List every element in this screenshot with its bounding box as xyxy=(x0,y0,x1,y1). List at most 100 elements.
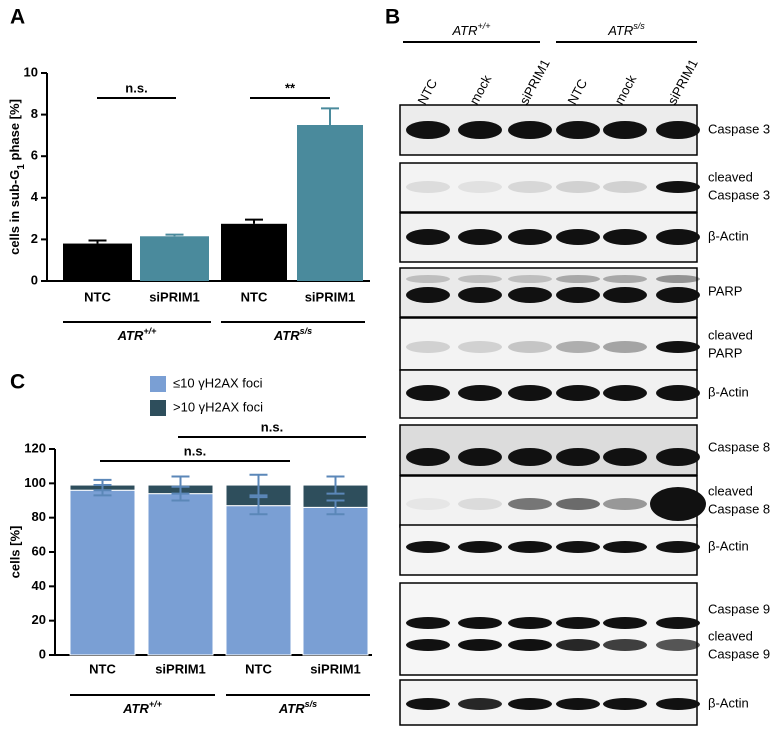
blot-band xyxy=(458,639,502,651)
blot-band xyxy=(603,639,647,651)
blot-band xyxy=(458,287,502,303)
blot-band xyxy=(556,287,600,303)
blot-band xyxy=(508,341,552,353)
y-label-sub: 1 xyxy=(16,164,27,170)
blot-band xyxy=(603,275,647,283)
band-label: β-Actin xyxy=(708,384,749,399)
group-label-base: ATR xyxy=(273,328,300,343)
blot-band xyxy=(556,639,600,651)
blot-band xyxy=(458,698,502,710)
blot-band xyxy=(508,498,552,510)
blot-band xyxy=(508,541,552,553)
legend-swatch xyxy=(150,376,166,392)
blot-band xyxy=(603,229,647,245)
blot-band xyxy=(650,487,706,521)
bar-segment xyxy=(147,493,214,656)
blot-band xyxy=(458,448,502,466)
blot-band xyxy=(556,448,600,466)
blot-band xyxy=(556,181,600,193)
blot-band xyxy=(508,698,552,710)
blot-band xyxy=(556,229,600,245)
group-label-sup: s/s xyxy=(305,699,318,709)
blot-band xyxy=(656,639,700,651)
band-label: cleaved xyxy=(708,628,753,643)
band-label: β-Actin xyxy=(708,695,749,710)
lane-label: mock xyxy=(611,72,639,107)
blot-band xyxy=(406,341,450,353)
legend-label: >10 γH2AX foci xyxy=(173,399,263,414)
y-tick-label: 0 xyxy=(39,646,46,661)
blot-band xyxy=(508,181,552,193)
y-tick-label: 40 xyxy=(32,578,46,593)
blot-panel xyxy=(399,317,698,371)
bar xyxy=(140,236,209,281)
blot-panel xyxy=(399,582,698,676)
lane-label: siPRIM1 xyxy=(664,57,700,107)
lane-label: mock xyxy=(466,72,494,107)
y-tick-label: 80 xyxy=(32,509,46,524)
blot-band xyxy=(603,181,647,193)
group-label-base: ATR xyxy=(451,23,477,38)
blot-band xyxy=(556,385,600,401)
blot-band xyxy=(458,229,502,245)
blot-band xyxy=(556,498,600,510)
lane-label: siPRIM1 xyxy=(516,57,552,107)
blot-band xyxy=(458,275,502,283)
blot-band xyxy=(406,617,450,629)
blot-band xyxy=(458,341,502,353)
blot-band xyxy=(556,275,600,283)
y-tick-label: 0 xyxy=(31,272,38,287)
band-label: Caspase 9 xyxy=(708,601,770,616)
blot-band xyxy=(603,498,647,510)
band-label: PARP xyxy=(708,283,742,298)
blot-band xyxy=(508,617,552,629)
x-tick-label: siPRIM1 xyxy=(305,289,356,304)
band-label: Caspase 8 xyxy=(708,501,770,516)
x-tick-label: siPRIM1 xyxy=(310,661,361,676)
group-label: ATR+/+ xyxy=(451,21,490,38)
group-label: ATR+/+ xyxy=(122,699,163,716)
x-tick-label: NTC xyxy=(241,289,268,304)
group-label-base: ATR xyxy=(117,328,144,343)
blot-band xyxy=(656,121,700,139)
blot-band xyxy=(508,229,552,245)
band-label: cleaved xyxy=(708,483,753,498)
y-tick-label: 4 xyxy=(31,189,39,204)
group-label-sup: +/+ xyxy=(143,326,157,336)
lane-label: NTC xyxy=(414,76,440,107)
blot-band xyxy=(406,287,450,303)
x-tick-label: NTC xyxy=(84,289,111,304)
blot-band xyxy=(603,541,647,553)
band-label: PARP xyxy=(708,345,742,360)
band-label: Caspase 3 xyxy=(708,187,770,202)
blot-band xyxy=(406,698,450,710)
y-label-part: cells in sub-G xyxy=(7,170,22,255)
y-axis-label: cells [%] xyxy=(7,526,22,579)
blot-band xyxy=(406,639,450,651)
significance-label: ** xyxy=(285,80,296,95)
blot-band xyxy=(656,541,700,553)
blot-band xyxy=(406,121,450,139)
x-tick-label: NTC xyxy=(89,661,116,676)
blot-band xyxy=(556,341,600,353)
group-label: ATRs/s xyxy=(273,326,312,343)
band-label: β-Actin xyxy=(708,538,749,553)
panel-label: A xyxy=(10,6,25,29)
band-label: Caspase 9 xyxy=(708,646,770,661)
blot-band xyxy=(406,541,450,553)
blot-band xyxy=(406,181,450,193)
group-label-base: ATR xyxy=(607,23,633,38)
y-tick-label: 6 xyxy=(31,148,38,163)
blot-band xyxy=(603,287,647,303)
legend-label: ≤10 γH2AX foci xyxy=(173,375,263,390)
blot-band xyxy=(656,287,700,303)
blot-band xyxy=(656,275,700,283)
lane-label: NTC xyxy=(564,76,590,107)
y-axis-label: cells in sub-G1 phase [%] xyxy=(7,99,27,255)
blot-band xyxy=(508,385,552,401)
blot-band xyxy=(406,448,450,466)
